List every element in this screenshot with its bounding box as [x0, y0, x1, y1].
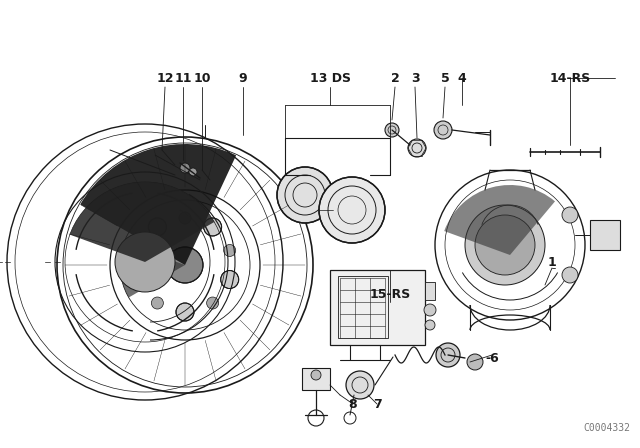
Circle shape [562, 207, 578, 223]
Circle shape [180, 163, 190, 173]
Wedge shape [80, 144, 236, 265]
Text: 15-RS: 15-RS [369, 289, 411, 302]
Bar [330, 270, 425, 345]
Circle shape [385, 123, 399, 137]
Circle shape [131, 271, 149, 289]
Text: 10: 10 [193, 72, 211, 85]
Circle shape [189, 168, 197, 176]
Text: C0004332: C0004332 [583, 423, 630, 433]
Text: 14-RS: 14-RS [549, 72, 591, 85]
Circle shape [465, 205, 545, 285]
Text: 2: 2 [390, 72, 399, 85]
Circle shape [434, 121, 452, 139]
Text: 1: 1 [548, 255, 556, 268]
Circle shape [277, 167, 333, 223]
Circle shape [221, 271, 239, 289]
Circle shape [207, 297, 219, 309]
Circle shape [204, 218, 221, 236]
Circle shape [319, 177, 385, 243]
Text: 9: 9 [239, 72, 247, 85]
Text: 3: 3 [411, 72, 419, 85]
Bar [338, 276, 388, 338]
Text: 7: 7 [372, 397, 381, 410]
Bar [425, 282, 435, 300]
Circle shape [152, 297, 163, 309]
Circle shape [408, 139, 426, 157]
Circle shape [167, 247, 203, 283]
Text: 12: 12 [156, 72, 173, 85]
Bar [302, 368, 330, 390]
Wedge shape [70, 182, 214, 262]
Circle shape [346, 371, 374, 399]
Wedge shape [120, 243, 185, 297]
Text: 13 DS: 13 DS [310, 72, 351, 85]
Circle shape [424, 304, 436, 316]
Text: 5: 5 [440, 72, 449, 85]
Text: -6: -6 [485, 352, 499, 365]
Circle shape [115, 232, 175, 292]
Text: 8: 8 [349, 397, 357, 410]
Circle shape [475, 215, 535, 275]
Circle shape [311, 370, 321, 380]
Circle shape [436, 343, 460, 367]
Circle shape [148, 218, 166, 236]
Circle shape [134, 245, 147, 256]
Bar [590, 220, 620, 250]
Circle shape [425, 320, 435, 330]
Text: 11: 11 [174, 72, 192, 85]
Wedge shape [444, 185, 555, 255]
Circle shape [179, 212, 191, 224]
Circle shape [562, 267, 578, 283]
Circle shape [176, 303, 194, 321]
Circle shape [467, 354, 483, 370]
Text: 4: 4 [458, 72, 467, 85]
Circle shape [224, 245, 236, 256]
